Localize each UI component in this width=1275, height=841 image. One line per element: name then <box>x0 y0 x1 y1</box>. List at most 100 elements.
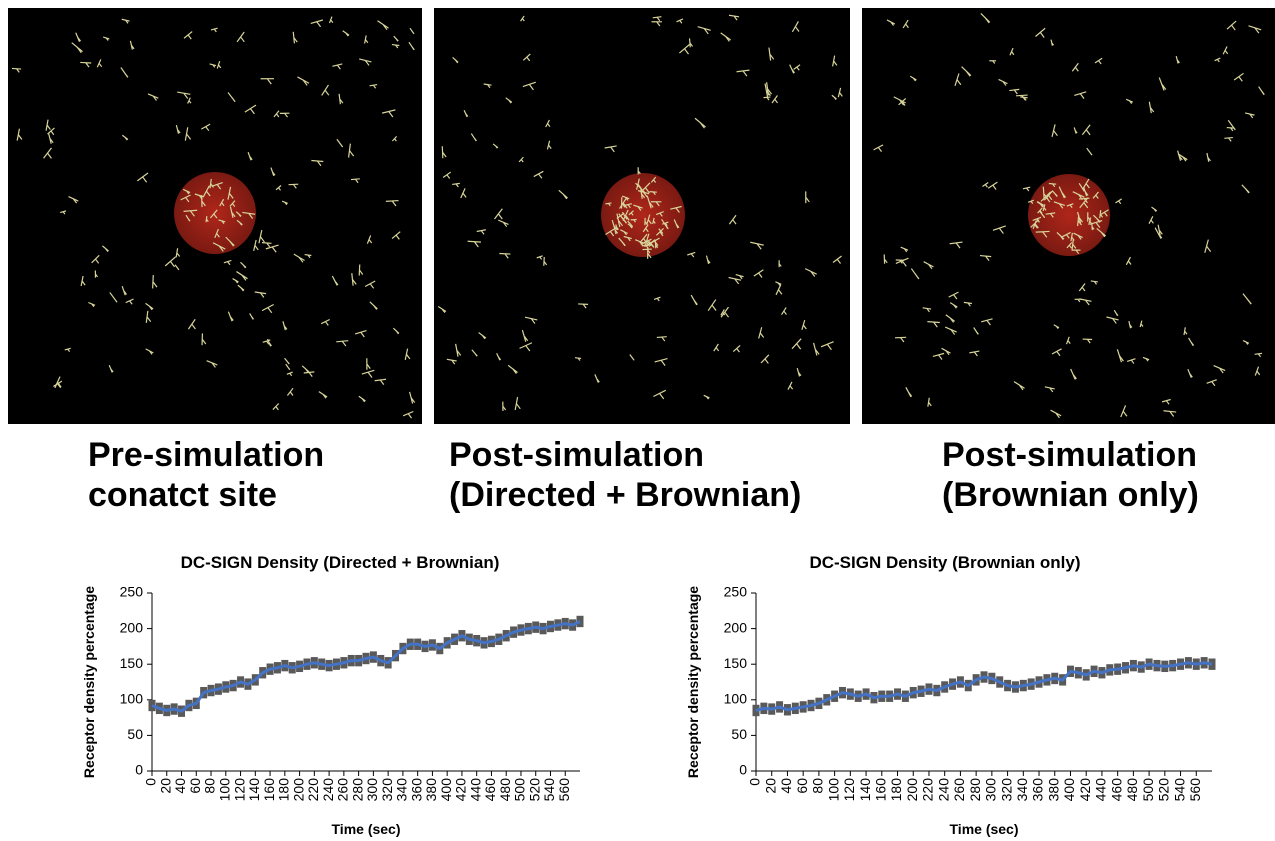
receptor <box>522 53 531 62</box>
receptor <box>1091 223 1095 231</box>
receptor <box>1161 398 1171 405</box>
receptor <box>690 294 698 306</box>
receptor <box>227 92 236 103</box>
receptor <box>1058 186 1067 199</box>
receptor <box>320 318 330 326</box>
x-tick-label: 240 <box>320 778 336 802</box>
receptor <box>640 188 646 199</box>
receptor <box>374 378 387 385</box>
receptor <box>521 329 529 342</box>
receptor <box>650 176 657 183</box>
receptor <box>949 302 958 309</box>
receptor <box>1242 293 1252 305</box>
y-tick-label: 50 <box>127 726 143 742</box>
receptor <box>1177 153 1188 162</box>
receptor <box>646 195 654 209</box>
receptor <box>902 19 909 29</box>
receptor <box>64 347 71 352</box>
receptor <box>507 364 518 374</box>
receptor <box>518 156 524 163</box>
receptor <box>175 248 181 258</box>
receptor <box>1051 348 1062 357</box>
receptor <box>1070 368 1077 380</box>
receptor <box>310 19 323 28</box>
receptor <box>216 61 222 69</box>
receptor <box>364 280 376 289</box>
receptor <box>1125 256 1132 266</box>
y-tick-label: 150 <box>120 655 144 671</box>
receptor <box>182 188 191 195</box>
x-tick-label: 200 <box>904 778 920 802</box>
receptor <box>240 261 247 269</box>
x-tick-label: 40 <box>778 778 794 794</box>
receptor <box>1163 410 1177 417</box>
receptor <box>209 63 217 68</box>
receptor <box>219 198 225 207</box>
receptor <box>791 338 802 350</box>
receptor <box>989 60 997 64</box>
receptor <box>673 219 680 229</box>
receptor <box>1051 124 1058 137</box>
receptor <box>801 319 807 330</box>
receptor <box>350 178 360 184</box>
receptor <box>471 349 478 357</box>
receptor <box>1099 209 1109 217</box>
receptor <box>121 18 130 24</box>
receptor <box>1177 150 1183 161</box>
receptor <box>694 117 706 129</box>
receptor <box>60 210 67 215</box>
receptor <box>987 181 998 190</box>
receptor <box>778 260 782 268</box>
receptor <box>1044 190 1053 201</box>
receptor <box>1050 39 1055 46</box>
receptor <box>633 204 643 211</box>
receptor <box>1056 231 1065 240</box>
receptor <box>654 241 659 249</box>
receptor <box>642 224 649 233</box>
receptor <box>270 167 276 177</box>
receptor <box>183 209 198 217</box>
x-tick-label: 120 <box>841 778 857 802</box>
receptor <box>760 354 770 364</box>
receptor <box>260 78 275 85</box>
receptor <box>623 203 633 209</box>
receptor <box>1224 136 1233 142</box>
receptor <box>286 387 294 396</box>
x-tick-label: 520 <box>526 778 542 802</box>
receptor <box>359 58 372 66</box>
receptor <box>366 235 373 244</box>
receptor <box>109 292 118 303</box>
receptor <box>1090 280 1099 285</box>
x-tick-label: 500 <box>512 778 528 802</box>
receptor <box>514 397 521 411</box>
receptor <box>732 344 741 353</box>
receptor <box>1148 101 1155 114</box>
receptor <box>1048 182 1057 188</box>
receptor <box>982 181 989 188</box>
receptor <box>637 167 641 175</box>
receptor <box>404 348 411 360</box>
receptor <box>621 195 630 201</box>
receptor <box>288 183 299 189</box>
receptor <box>1222 46 1229 55</box>
contact-site <box>1028 174 1110 256</box>
receptor <box>1045 212 1056 218</box>
receptor <box>662 221 669 227</box>
receptor <box>174 264 180 271</box>
x-tick-label: 340 <box>1014 778 1030 802</box>
receptor <box>145 302 154 311</box>
receptor <box>618 237 626 247</box>
receptor <box>175 124 181 134</box>
receptor <box>707 299 717 312</box>
receptor <box>736 69 750 77</box>
receptor <box>1125 98 1134 105</box>
receptor <box>177 91 191 99</box>
caption: Pre-simulation <box>88 436 324 474</box>
receptor <box>71 42 83 54</box>
receptor <box>688 38 694 48</box>
receptor <box>498 219 509 228</box>
receptor <box>321 84 330 96</box>
receptor <box>763 96 771 101</box>
receptor <box>209 209 218 219</box>
receptor <box>275 185 282 191</box>
